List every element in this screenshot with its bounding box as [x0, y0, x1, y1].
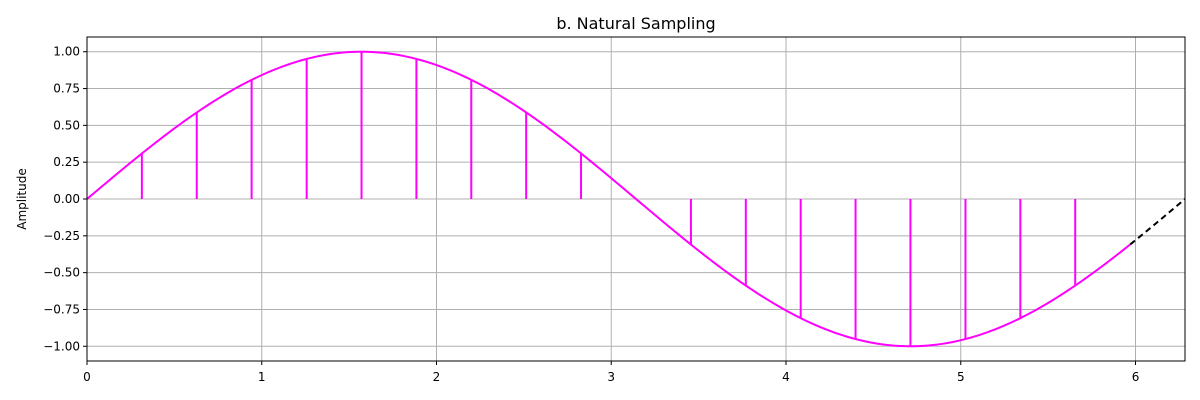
x-tick-label: 2 [433, 370, 441, 384]
y-tick-label: 0.75 [53, 82, 80, 96]
y-tick-label: −0.25 [43, 229, 80, 243]
x-tick-label: 3 [607, 370, 615, 384]
y-axis: 1.00 0.75 0.50 0.25 0.00 −0.25 −0.50 −0.75 −1.00 [43, 45, 87, 353]
dashed-continuation-line [1129, 198, 1186, 246]
x-tick-label: 0 [83, 370, 91, 384]
y-tick-label: 0.25 [53, 155, 80, 169]
y-tick-label: 0.00 [53, 192, 80, 206]
y-tick-label: −1.00 [43, 339, 80, 353]
y-tick-label: −0.50 [43, 266, 80, 280]
x-axis: 0 1 2 3 4 5 6 [83, 361, 1139, 384]
grid-lines [86, 37, 1185, 361]
x-tick-label: 1 [258, 370, 266, 384]
sine-curve-line [86, 50, 1131, 348]
y-tick-label: 1.00 [53, 45, 80, 59]
x-tick-label: 4 [782, 370, 790, 384]
y-tick-label: 0.50 [53, 118, 80, 132]
x-tick-label: 5 [957, 370, 965, 384]
y-axis-label: Amplitude [15, 168, 29, 230]
chart-title: b. Natural Sampling [556, 14, 715, 33]
series-layer [86, 50, 1186, 348]
x-tick-label: 6 [1132, 370, 1140, 384]
y-tick-label: −0.75 [43, 302, 80, 316]
